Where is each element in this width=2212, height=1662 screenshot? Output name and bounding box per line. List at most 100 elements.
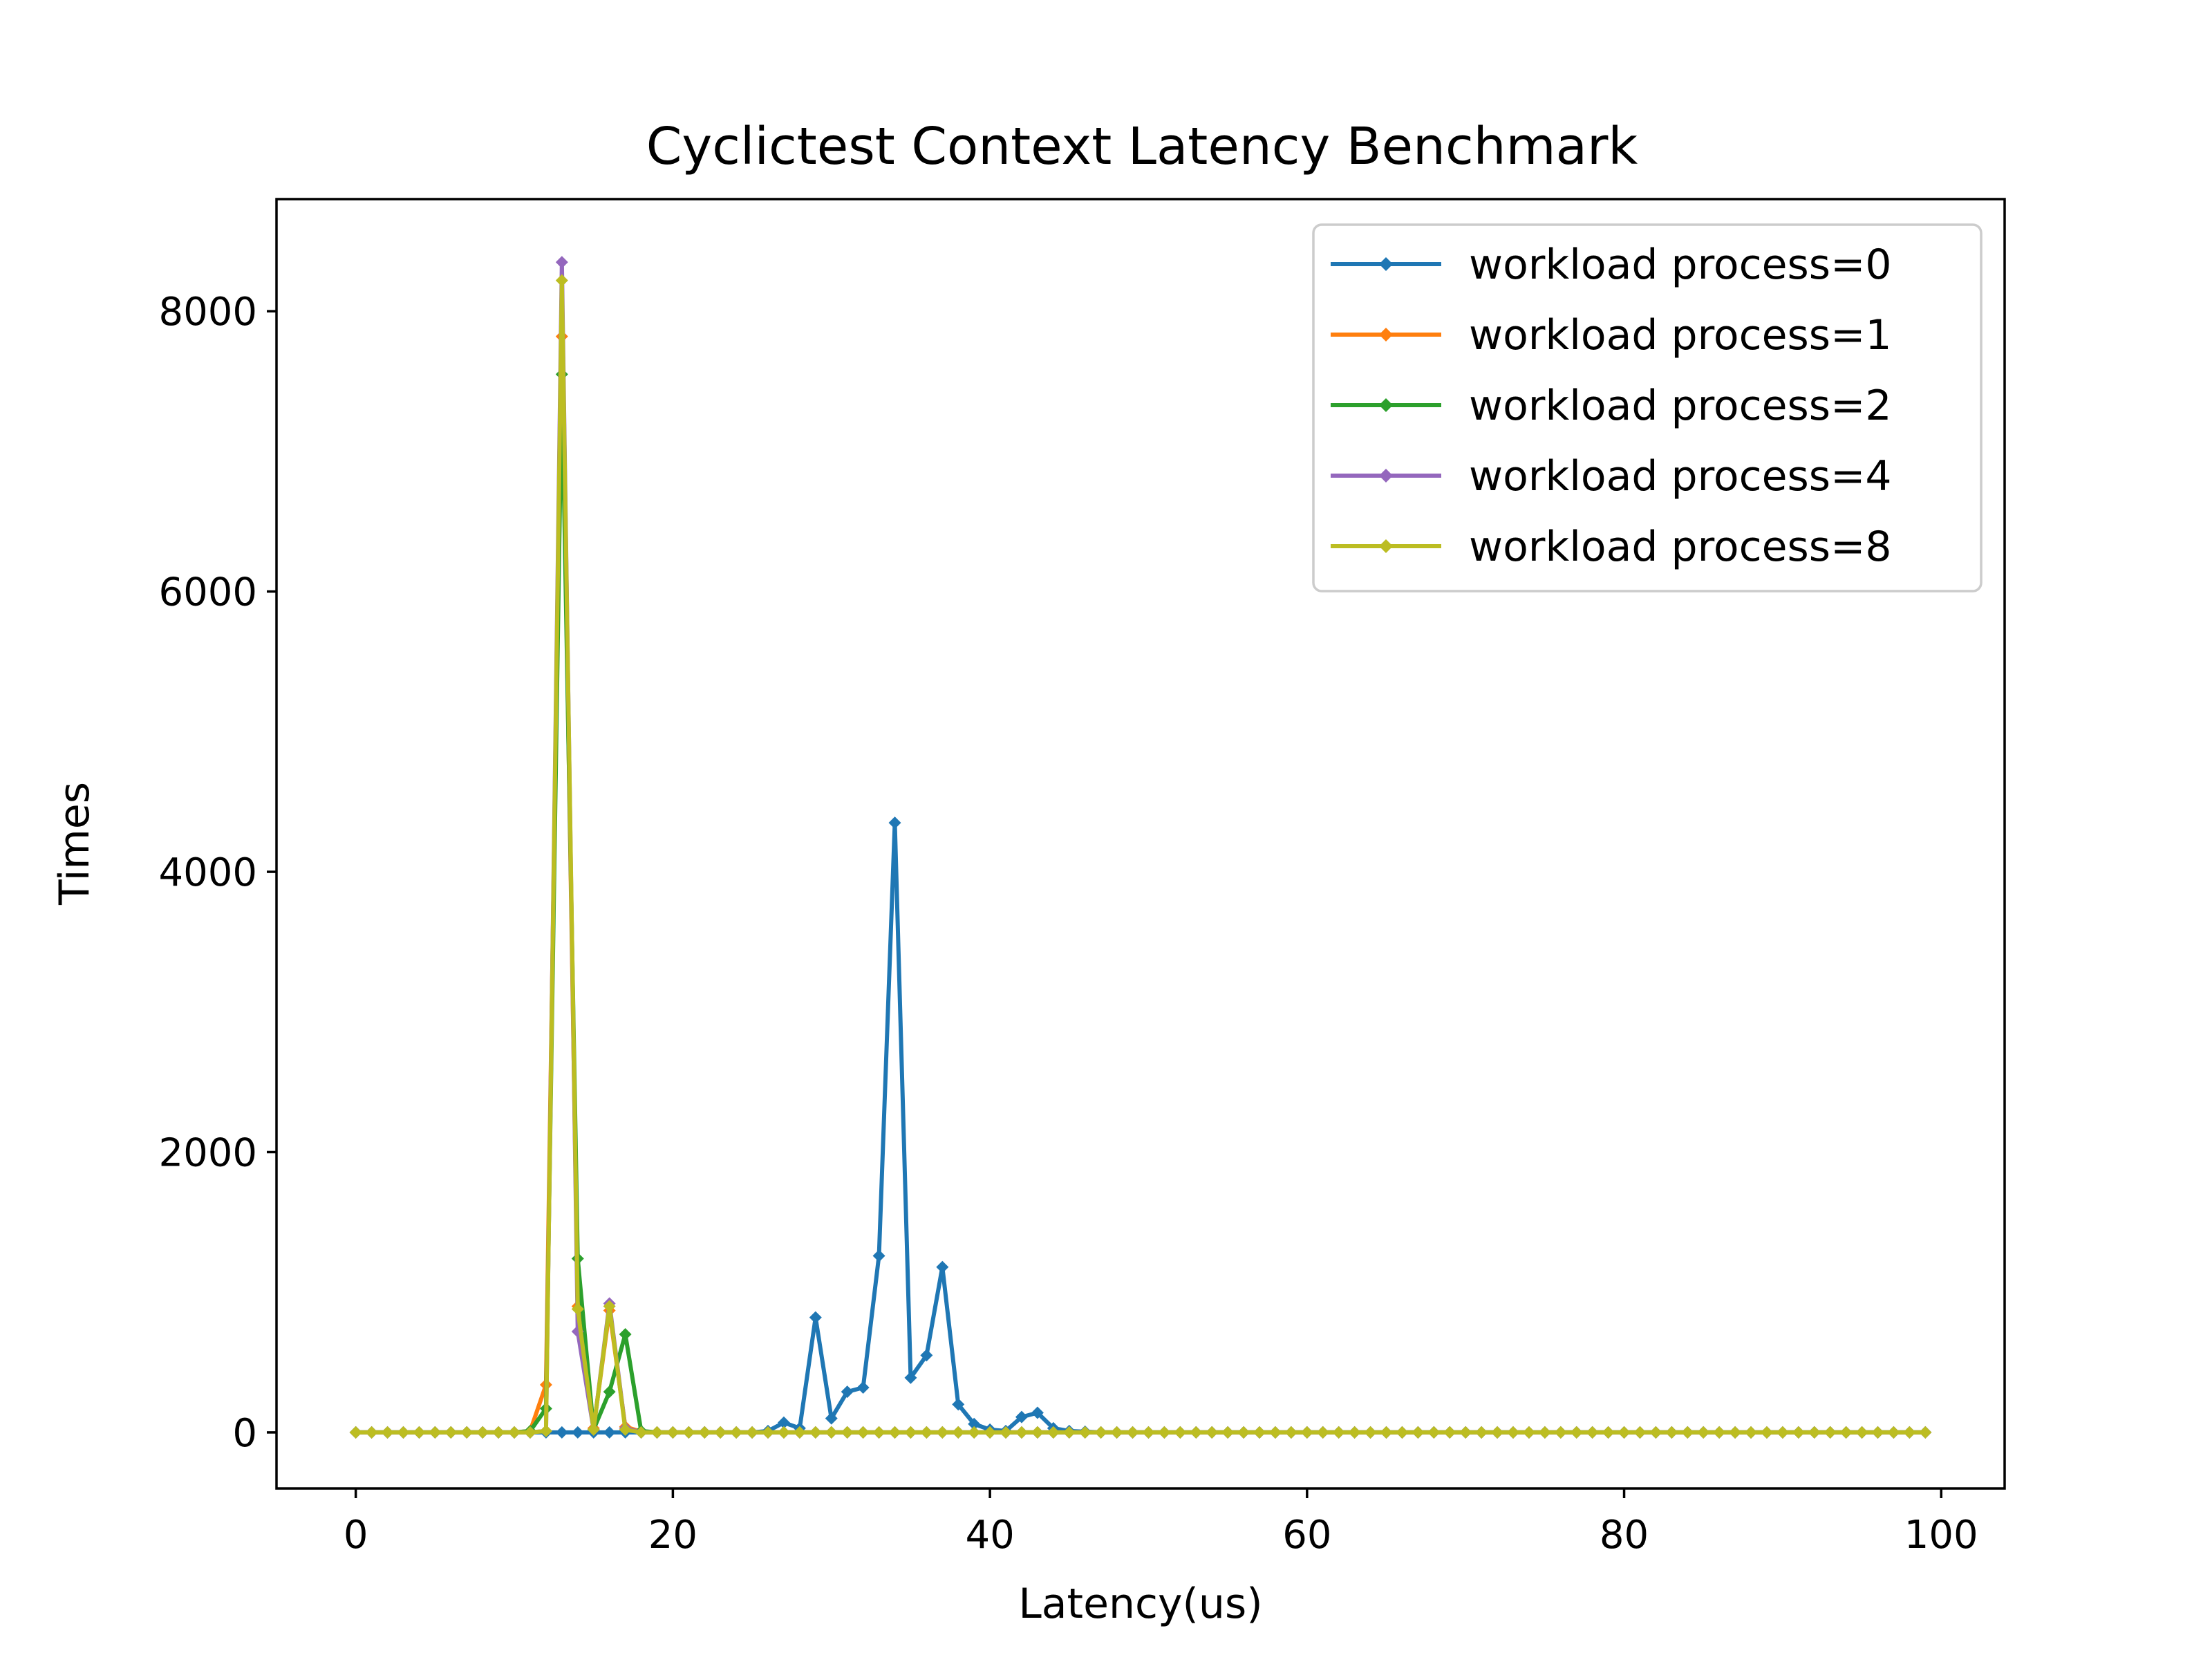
data-point [381, 1426, 394, 1439]
plot-area [349, 256, 1932, 1439]
legend-item: workload process=1 [1331, 311, 1892, 360]
x-tick-label: 40 [965, 1513, 1014, 1558]
data-point [856, 1381, 870, 1394]
data-point [1776, 1426, 1789, 1439]
data-point [492, 1426, 505, 1439]
data-point [888, 816, 901, 830]
axis-ticks: 0 20 40 60 80 100 0 2000 4000 6000 8000 [158, 290, 1978, 1558]
data-point [1792, 1426, 1805, 1439]
data-point [1031, 1406, 1044, 1419]
data-point [1031, 1426, 1044, 1439]
data-point [603, 1426, 616, 1439]
data-point [793, 1426, 806, 1439]
data-point [587, 1423, 600, 1436]
data-point [888, 1426, 901, 1439]
data-point [1745, 1426, 1758, 1439]
y-axis-label: Times [50, 782, 99, 906]
data-point [1000, 1426, 1013, 1439]
data-point [1396, 1426, 1409, 1439]
data-point [872, 1249, 885, 1262]
data-point [1237, 1426, 1250, 1439]
data-point [1206, 1426, 1219, 1439]
data-point [539, 1424, 552, 1437]
plot-frame [275, 198, 2006, 1490]
data-point [777, 1416, 790, 1429]
data-point [650, 1426, 664, 1439]
data-point [730, 1426, 743, 1439]
data-point [856, 1426, 870, 1439]
data-point [1158, 1426, 1171, 1439]
data-point [1602, 1426, 1615, 1439]
data-point [1221, 1426, 1235, 1439]
legend-marker [1379, 539, 1393, 553]
data-point [952, 1398, 965, 1411]
data-point [1174, 1426, 1187, 1439]
data-point [619, 1423, 632, 1436]
data-point [635, 1426, 648, 1439]
legend-label: workload process=8 [1469, 523, 1892, 571]
data-point [1126, 1426, 1139, 1439]
data-point [1919, 1426, 1932, 1439]
data-point [936, 1260, 949, 1273]
data-point [1760, 1426, 1773, 1439]
data-point [619, 1328, 632, 1341]
legend-marker [1379, 398, 1393, 412]
data-point [920, 1349, 933, 1362]
data-point [1713, 1426, 1726, 1439]
data-point [1316, 1426, 1329, 1439]
data-point [1871, 1426, 1884, 1439]
series-4 [349, 274, 1932, 1439]
data-point [936, 1426, 949, 1439]
data-point [444, 1426, 458, 1439]
data-point [1142, 1426, 1155, 1439]
data-point [1570, 1426, 1583, 1439]
data-point [841, 1426, 854, 1439]
x-tick-label: 20 [648, 1513, 697, 1558]
data-point [1887, 1426, 1900, 1439]
data-point [1443, 1426, 1456, 1439]
y-tick-label: 6000 [158, 570, 257, 615]
legend-label: workload process=2 [1469, 382, 1892, 430]
data-point [460, 1426, 474, 1439]
data-point [571, 1426, 584, 1439]
data-point [1729, 1426, 1742, 1439]
data-point [1332, 1426, 1345, 1439]
data-point [1903, 1426, 1916, 1439]
legend-item: workload process=8 [1331, 523, 1892, 571]
legend-item: workload process=4 [1331, 452, 1892, 501]
legend-frame [1312, 223, 1983, 592]
data-point [1412, 1426, 1425, 1439]
data-point [1427, 1426, 1441, 1439]
series-line [355, 278, 1926, 1435]
data-point [1824, 1426, 1837, 1439]
data-point [603, 1300, 616, 1313]
data-point [571, 1302, 584, 1316]
data-point [968, 1417, 981, 1430]
data-point [1078, 1426, 1091, 1439]
chart-title: Cyclictest Context Latency Benchmark [646, 117, 1638, 176]
data-point [682, 1426, 695, 1439]
data-point [1015, 1410, 1028, 1423]
data-point [952, 1426, 965, 1439]
data-point [968, 1426, 981, 1439]
data-point [1839, 1426, 1853, 1439]
data-point [1459, 1426, 1472, 1439]
x-tick-label: 60 [1282, 1513, 1331, 1558]
data-point [1855, 1426, 1868, 1439]
data-point [523, 1426, 536, 1439]
data-point [777, 1426, 790, 1439]
legend-item: workload process=0 [1331, 241, 1892, 289]
data-point [920, 1426, 933, 1439]
data-point [365, 1426, 378, 1439]
data-point [508, 1426, 521, 1439]
data-point [1665, 1426, 1678, 1439]
data-point [1491, 1426, 1504, 1439]
data-point [1808, 1426, 1821, 1439]
data-point [1554, 1426, 1567, 1439]
x-axis-label: Latency(us) [1018, 1580, 1262, 1628]
data-point [825, 1412, 838, 1425]
data-point [1015, 1426, 1028, 1439]
data-point [349, 1426, 362, 1439]
legend-label: workload process=4 [1469, 452, 1892, 501]
